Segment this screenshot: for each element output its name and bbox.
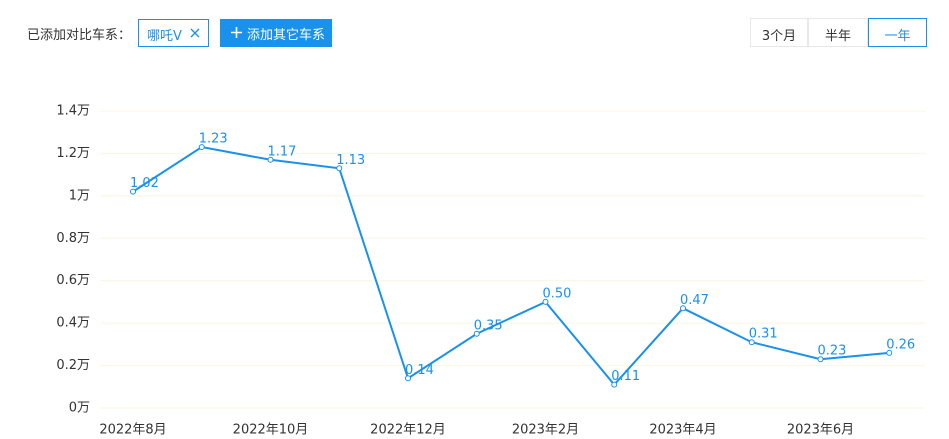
remove-icon[interactable] bbox=[190, 28, 200, 38]
data-label: 0.23 bbox=[818, 344, 847, 359]
x-tick-label: 2023年6月 bbox=[787, 423, 854, 438]
data-label: 1.02 bbox=[130, 176, 159, 191]
data-point bbox=[542, 298, 549, 305]
x-tick-label: 2022年8月 bbox=[99, 423, 166, 438]
data-label: 0.11 bbox=[611, 369, 640, 384]
data-point bbox=[748, 339, 755, 346]
data-point bbox=[267, 156, 274, 163]
y-tick-label: 0.8万 bbox=[56, 231, 90, 246]
data-label: 1.23 bbox=[199, 132, 228, 147]
data-label: 0.26 bbox=[886, 337, 915, 352]
y-tick-label: 1.4万 bbox=[56, 104, 90, 119]
data-label: 0.31 bbox=[749, 327, 778, 342]
x-tick-label: 2023年4月 bbox=[649, 423, 716, 438]
range-button[interactable]: 半年 bbox=[808, 18, 868, 47]
add-button[interactable]: 添加其它车系 bbox=[220, 19, 332, 47]
x-tick-label: 2022年10月 bbox=[233, 423, 309, 438]
data-point bbox=[198, 144, 205, 151]
x-tick-label: 2023年2月 bbox=[512, 423, 579, 438]
data-point bbox=[405, 375, 411, 382]
y-tick-label: 1.2万 bbox=[56, 146, 90, 161]
data-point bbox=[473, 330, 480, 337]
range-button[interactable]: 一年 bbox=[868, 18, 927, 47]
series-tag-text: 哪吒V bbox=[147, 29, 182, 44]
range-button[interactable]: 3个月 bbox=[750, 18, 808, 47]
add-button-text: 添加其它车系 bbox=[247, 28, 326, 43]
series-line bbox=[132, 146, 890, 387]
data-point bbox=[817, 356, 824, 363]
data-label: 0.47 bbox=[680, 293, 709, 308]
data-label: 1.17 bbox=[268, 144, 297, 159]
y-tick-label: 0.4万 bbox=[56, 316, 90, 331]
data-point bbox=[336, 165, 343, 172]
data-label: 1.13 bbox=[336, 153, 365, 168]
data-label: 0.35 bbox=[474, 318, 503, 333]
data-point bbox=[680, 305, 686, 312]
y-tick-label: 0.2万 bbox=[56, 358, 90, 373]
data-point bbox=[130, 188, 136, 195]
y-tick-label: 1万 bbox=[69, 188, 90, 203]
data-point bbox=[886, 349, 893, 356]
y-tick-label: 0万 bbox=[69, 401, 90, 416]
y-tick-label: 0.6万 bbox=[56, 273, 90, 288]
data-label: 0.50 bbox=[543, 286, 572, 301]
x-tick-label: 2022年12月 bbox=[370, 423, 446, 438]
data-label: 0.14 bbox=[405, 363, 434, 378]
compare-label: 已添加对比车系： bbox=[27, 28, 132, 43]
plus-icon bbox=[231, 27, 242, 38]
series-tag[interactable]: 哪吒V bbox=[138, 19, 209, 47]
data-point bbox=[611, 381, 618, 388]
